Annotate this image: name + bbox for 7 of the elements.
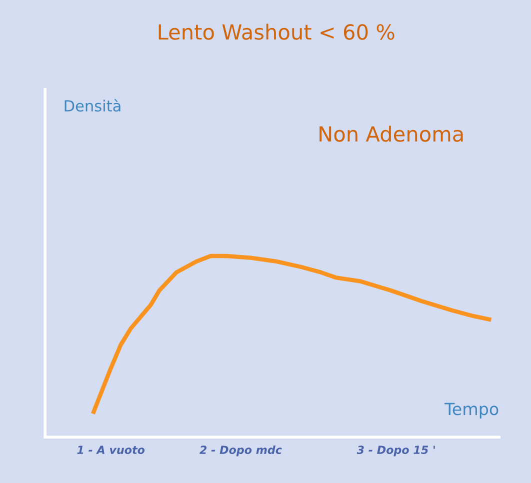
- text: Non Adenoma: [320, 126, 463, 142]
- x-tick-label: 2 - Dopo mdc: [200, 445, 282, 456]
- x-tick-label: 3 - Dopo 15 ': [356, 446, 435, 456]
- text: Densità: [64, 99, 120, 112]
- x-tick-label: 1 - A vuoto: [77, 446, 145, 454]
- chart-title: Lento Washout < 60 %: [158, 24, 394, 40]
- x-axis-title: Tempo: [444, 402, 498, 418]
